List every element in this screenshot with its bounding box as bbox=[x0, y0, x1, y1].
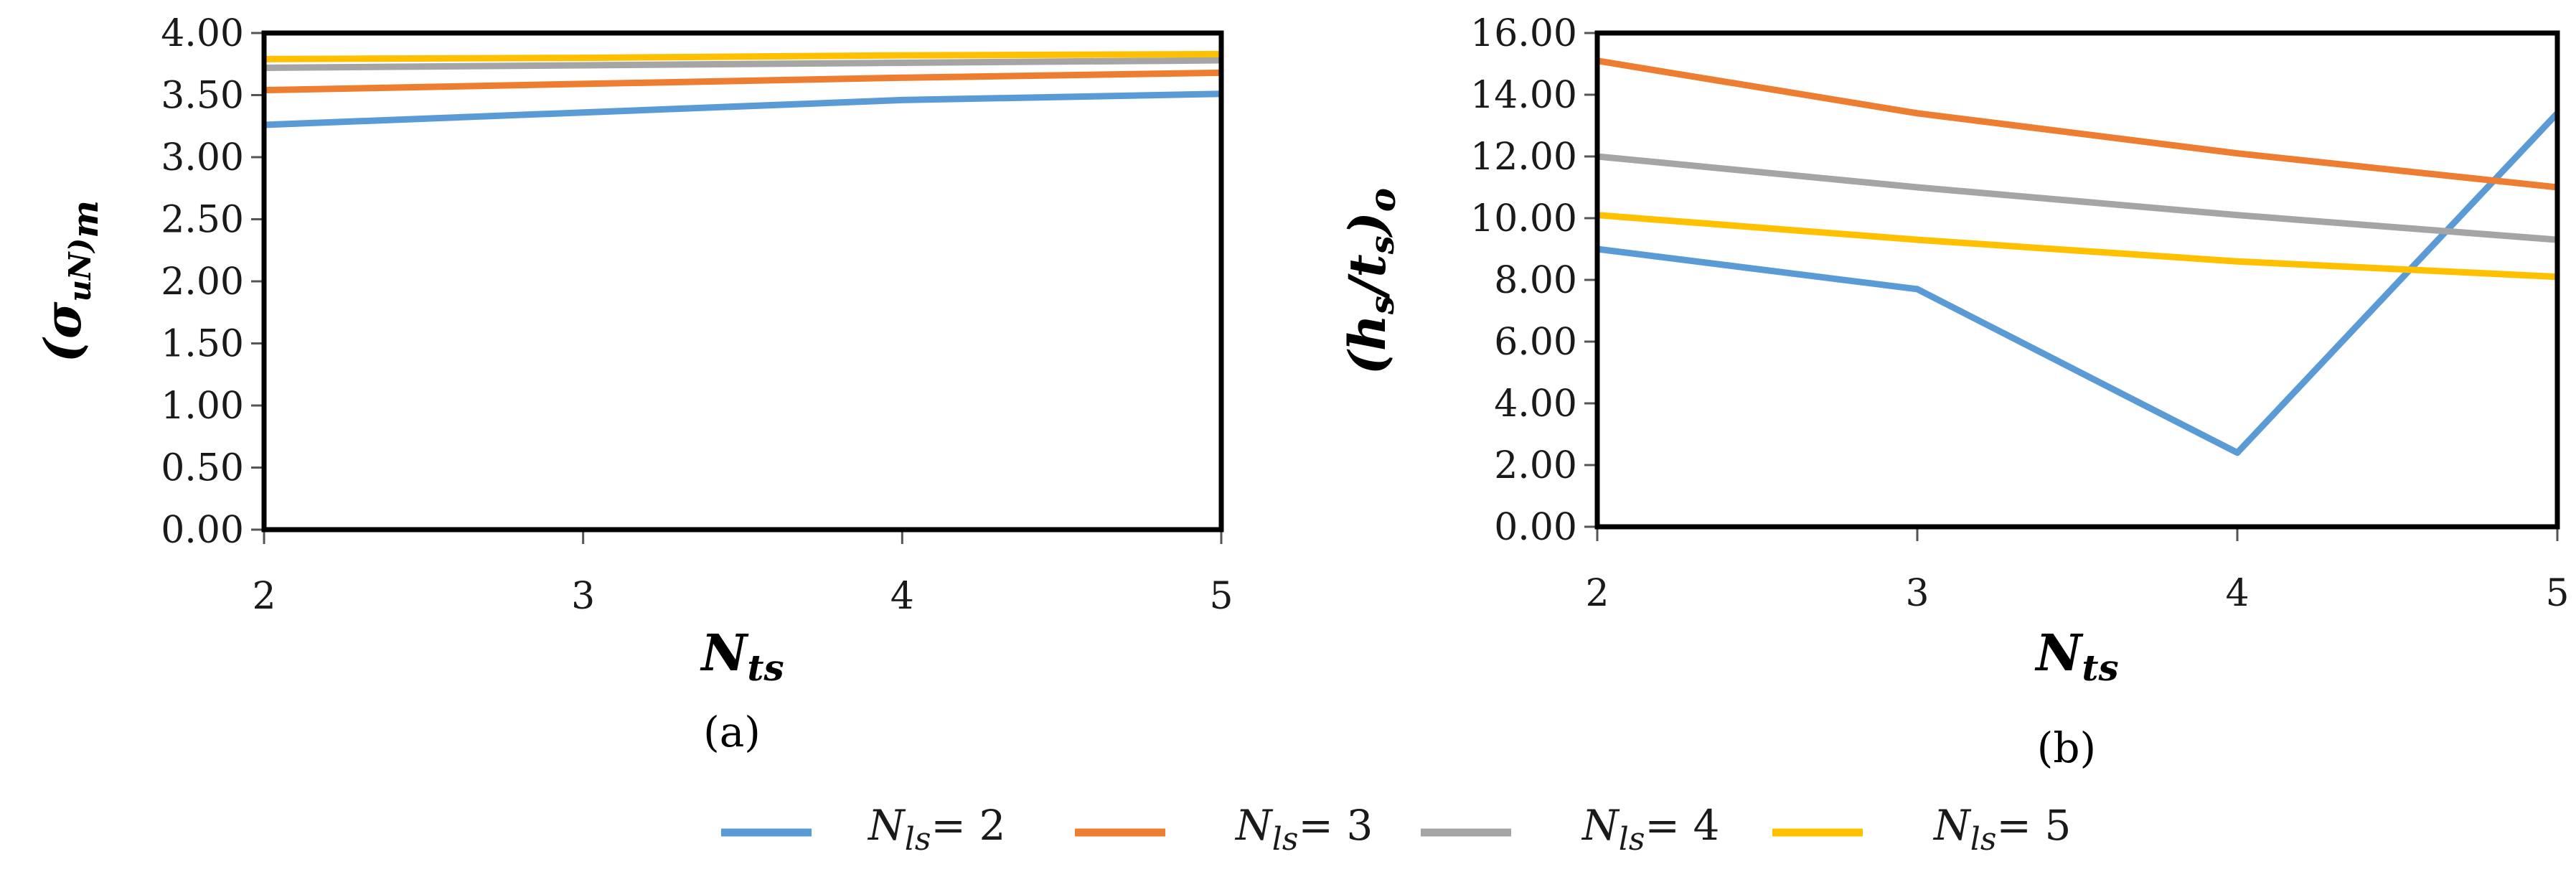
legend-label: Nls= 5 bbox=[1932, 801, 2071, 858]
legend-sub: ls bbox=[1619, 821, 1645, 858]
legend-var: N bbox=[1932, 801, 1972, 850]
y-tick-label: 0.00 bbox=[1494, 506, 1577, 549]
y-axis-title-sub: s bbox=[1363, 296, 1401, 315]
y-axis-title-sub: uN) bbox=[62, 238, 98, 302]
series-line-3 bbox=[263, 69, 1222, 94]
x-tick-labels: 2 3 4 5 bbox=[1585, 572, 2569, 615]
y-axis-title: (σuN)m bbox=[33, 200, 106, 362]
legend-var: N bbox=[867, 801, 906, 850]
plot-frame bbox=[1594, 30, 2560, 530]
x-tick-labels: 2 3 4 5 bbox=[252, 575, 1233, 618]
x-tick-label: 4 bbox=[2225, 572, 2249, 615]
x-axis-title-sub: ts bbox=[747, 647, 784, 689]
x-tick-label: 2 bbox=[252, 575, 276, 618]
chart-panel-a: 2 3 4 5 0.00 0.50 1.00 1.50 2.00 2.50 3.00 3.50 4.0… bbox=[33, 12, 1233, 756]
chart-panel-b: 2 3 4 5 0.00 2.00 4.00 6.00 8.00 10.00 12.00 14.00… bbox=[1338, 12, 2570, 772]
y-tick-label: 16.00 bbox=[1470, 12, 1577, 55]
y-tick-label: 4.00 bbox=[1494, 383, 1577, 426]
legend-sub: ls bbox=[1970, 821, 1997, 858]
x-axis-title: Nts bbox=[700, 623, 784, 689]
y-tick-label: 14.00 bbox=[1470, 74, 1577, 117]
x-axis-title: Nts bbox=[2034, 623, 2118, 689]
legend-eq: = 5 bbox=[1996, 801, 2071, 850]
y-tick-label: 8.00 bbox=[1494, 259, 1577, 302]
x-tick-label: 4 bbox=[890, 575, 914, 618]
series-line-2 bbox=[263, 90, 1222, 128]
y-axis-title-main: (σ bbox=[33, 301, 93, 362]
legend-sub: ls bbox=[1272, 821, 1299, 858]
series-line-4 bbox=[1597, 153, 2558, 243]
series-line-5 bbox=[263, 50, 1222, 62]
legend-var: N bbox=[1581, 801, 1620, 850]
y-tick-label: 6.00 bbox=[1494, 321, 1577, 364]
y-tick-label: 0.00 bbox=[161, 509, 244, 552]
legend-label: Nls= 4 bbox=[1581, 801, 1719, 858]
y-axis-title: (hs/ts)o bbox=[1338, 188, 1404, 375]
y-tick-label: 1.50 bbox=[161, 323, 244, 366]
y-tick-label: 2.50 bbox=[161, 199, 244, 242]
panel-label-a: (a) bbox=[703, 708, 761, 756]
x-axis-title-sub: ts bbox=[2082, 647, 2118, 689]
y-axis-title-close: ) bbox=[1338, 212, 1397, 238]
series-line-3 bbox=[1597, 57, 2558, 191]
y-axis-title-mid: /t bbox=[1338, 254, 1397, 300]
y-tick-label: 2.00 bbox=[161, 261, 244, 304]
x-axis-title-main: N bbox=[2034, 623, 2084, 683]
series-lines bbox=[1597, 57, 2560, 456]
x-tick-label: 5 bbox=[2545, 572, 2569, 615]
y-axis-title-tail: o bbox=[1361, 188, 1404, 212]
y-tick-label: 2.00 bbox=[1494, 444, 1577, 487]
y-axis-title-tail: m bbox=[64, 200, 106, 238]
x-tick-label: 2 bbox=[1585, 572, 1609, 615]
y-tick-label: 1.00 bbox=[161, 385, 244, 428]
y-tick-label: 0.50 bbox=[161, 447, 244, 490]
y-tick-label: 3.00 bbox=[161, 136, 244, 179]
panel-label-b: (b) bbox=[2037, 723, 2096, 772]
series-line-4 bbox=[263, 57, 1222, 71]
x-tick-label: 5 bbox=[1209, 575, 1233, 618]
legend-eq: = 3 bbox=[1298, 801, 1373, 850]
y-tick-label: 4.00 bbox=[161, 12, 244, 55]
legend: Nls= 2 Nls= 3 Nls= 4 Nls= 5 bbox=[721, 801, 2071, 858]
legend-label: Nls= 2 bbox=[867, 801, 1005, 858]
y-gridlines bbox=[1584, 32, 2559, 541]
legend-sub: ls bbox=[905, 821, 931, 858]
y-tick-label: 3.50 bbox=[161, 75, 244, 118]
y-tick-label: 12.00 bbox=[1470, 136, 1577, 179]
y-axis-title-sub2: s bbox=[1363, 235, 1401, 255]
x-tick-label: 3 bbox=[571, 575, 595, 618]
x-axis-title-main: N bbox=[700, 623, 749, 683]
legend-eq: = 4 bbox=[1645, 801, 1719, 850]
y-tick-labels: 0.00 0.50 1.00 1.50 2.00 2.50 3.00 3.50 4.00 bbox=[161, 12, 244, 552]
series-line-5 bbox=[1597, 212, 2558, 281]
x-tick-label: 3 bbox=[1905, 572, 1929, 615]
y-axis-title-main: (h bbox=[1338, 314, 1397, 375]
series-lines bbox=[263, 50, 1222, 128]
plot-frame bbox=[261, 30, 1224, 533]
legend-var: N bbox=[1234, 801, 1274, 850]
legend-eq: = 2 bbox=[931, 801, 1005, 850]
y-tick-labels: 0.00 2.00 4.00 6.00 8.00 10.00 12.00 14.00 16.00 bbox=[1470, 12, 1577, 549]
legend-label: Nls= 3 bbox=[1234, 801, 1373, 858]
series-line-2 bbox=[1597, 111, 2560, 456]
y-tick-label: 10.00 bbox=[1470, 197, 1577, 240]
